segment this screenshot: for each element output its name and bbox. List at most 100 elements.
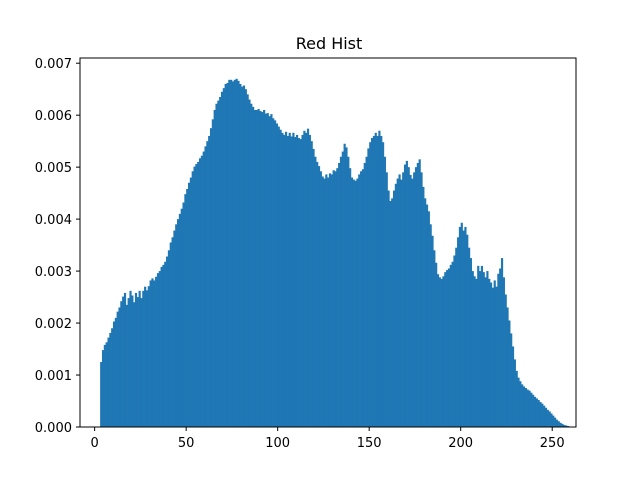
histogram-bar [208,135,211,427]
histogram-bar [530,392,533,427]
y-tick-label: 0.005 [35,161,72,176]
histogram-bar [367,148,370,427]
histogram-bar [374,132,377,428]
histogram-bar [284,131,288,428]
y-tick-label: 0.004 [35,213,72,228]
histogram-bar [418,159,421,427]
histogram-bar [537,399,540,427]
histogram-bar [422,186,425,427]
histogram-bar [191,171,194,427]
histogram-bar [546,409,549,427]
histogram-bar [144,286,147,427]
histogram-bar [195,164,198,427]
histogram-bar [429,224,432,427]
histogram-bar [541,403,544,427]
histogram-bar [184,194,187,427]
histogram-bar [261,112,264,428]
histogram-bar [136,297,139,427]
histogram-bar [552,415,555,427]
histogram-bar [270,114,273,427]
histogram-bar [425,204,429,427]
histogram-bar [167,250,171,427]
y-tick-label: 0.002 [35,317,72,332]
histogram-bar [515,370,518,427]
histogram-bar [314,156,317,427]
histogram-bar [468,247,471,427]
histogram-bar [197,161,200,427]
histogram-bar [559,422,562,427]
histogram-bar [125,304,128,427]
histogram-bar [349,168,352,427]
histogram-bar [217,100,220,427]
histogram-bar [378,130,381,428]
histogram-bar [297,138,300,428]
histogram-bar [385,172,388,427]
y-tick-label: 0.000 [35,421,72,436]
histogram-bar [528,390,531,427]
histogram-bar [177,219,180,427]
histogram-bar [533,396,537,427]
histogram-bar [145,290,149,427]
histogram-bar [213,109,216,428]
histogram-bar [103,344,106,427]
histogram-bar [502,277,505,427]
histogram-bar [122,296,125,427]
histogram-bar [180,208,183,427]
histogram-bar [365,156,368,427]
histogram-bar [193,166,196,427]
histogram-bar [522,386,526,427]
histogram-bar [566,425,570,427]
histogram-bar [162,264,165,427]
histogram-bar [464,226,467,427]
x-tick-label: 0 [91,436,99,451]
histogram-bar [107,337,110,427]
histogram-bar [436,274,440,427]
histogram-bar [319,171,322,427]
histogram-bar [138,290,141,427]
histogram-bar [460,222,463,427]
histogram-bar [420,172,423,427]
histogram-bar [486,271,489,427]
histogram-bar [305,132,308,428]
histogram-bar [557,421,560,427]
histogram-bar [127,298,130,427]
histogram-bar [248,99,251,428]
histogram-bar [352,179,355,427]
histogram-bar [255,109,258,428]
histogram-bar [156,273,160,427]
histogram-bar [504,294,507,427]
histogram-bar [447,268,451,427]
histogram-bar [275,123,279,428]
histogram-bar [413,172,416,427]
histogram-bar [513,359,516,427]
histogram-bar [277,126,280,427]
histogram-bar [321,176,324,427]
histogram-bar [544,407,548,427]
histogram-bar [469,258,473,427]
histogram-bar [323,178,326,427]
histogram-bar [455,247,458,427]
histogram-bar [246,94,249,427]
histogram-bar [263,109,266,428]
histogram-bar [237,80,240,428]
histogram-bar [484,277,487,427]
histogram-bar [142,290,145,427]
histogram-bar [396,178,399,427]
histogram-bar [112,321,116,427]
histogram-bar [252,106,255,427]
histogram-bar [101,350,105,427]
histogram-bar [376,135,379,427]
histogram-bar [383,156,387,427]
histogram-bar [358,174,361,427]
histogram-bar [206,141,209,427]
histogram-bar [345,147,348,427]
histogram-bar [133,302,136,427]
histogram-bar [550,413,553,427]
histogram-bar [526,389,529,427]
histogram-bar [155,276,158,427]
y-tick-label: 0.003 [35,265,72,280]
histogram-bar [235,78,238,427]
histogram-bar [134,292,138,427]
histogram-bar [356,178,359,427]
histogram-bar [416,162,419,427]
